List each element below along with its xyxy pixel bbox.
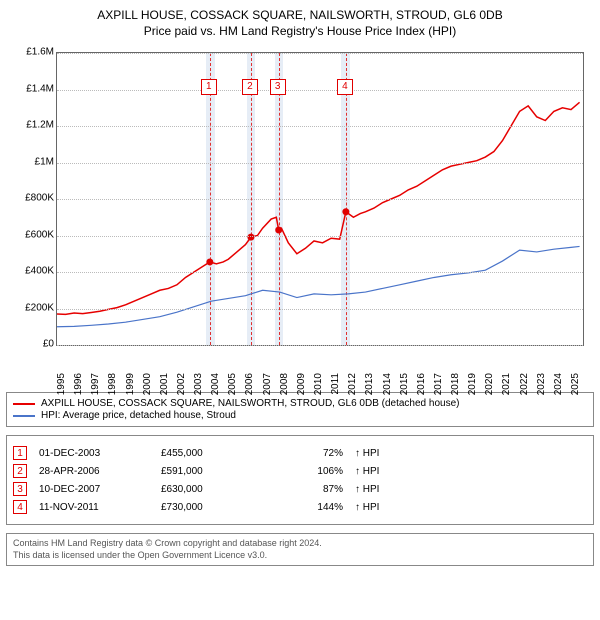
series-line [57, 246, 580, 326]
x-tick-label: 2000 [142, 373, 153, 395]
y-gridline [57, 126, 583, 127]
y-tick-label: £800K [8, 193, 54, 204]
x-tick-label: 2018 [450, 373, 461, 395]
legend-label: HPI: Average price, detached house, Stro… [41, 410, 236, 421]
event-number-box: 2 [13, 464, 27, 478]
x-tick-label: 2014 [382, 373, 393, 395]
x-tick-label: 2021 [501, 373, 512, 395]
y-gridline [57, 345, 583, 346]
legend-swatch-red [13, 403, 35, 405]
y-gridline [57, 199, 583, 200]
y-gridline [57, 53, 583, 54]
x-tick-label: 1997 [90, 373, 101, 395]
y-tick-label: £1.4M [8, 83, 54, 94]
event-date: 01-DEC-2003 [39, 448, 149, 459]
y-tick-label: £0 [8, 339, 54, 350]
event-number-box: 4 [13, 500, 27, 514]
x-tick-label: 2015 [399, 373, 410, 395]
x-tick-label: 2024 [553, 373, 564, 395]
events-box: 1 01-DEC-2003 £455,000 72% ↑ HPI 2 28-APR-2006… [6, 435, 594, 525]
sale-dot [342, 208, 349, 215]
event-row: 2 28-APR-2006 £591,000 106% ↑ HPI [13, 464, 587, 478]
footer-text: Contains HM Land Registry data © Crown c… [13, 538, 587, 550]
x-tick-label: 2003 [193, 373, 204, 395]
x-tick-label: 2017 [433, 373, 444, 395]
legend-row: AXPILL HOUSE, COSSACK SQUARE, NAILSWORTH… [13, 398, 587, 409]
x-tick-label: 2007 [262, 373, 273, 395]
x-tick-label: 2025 [570, 373, 581, 395]
hpi-suffix: ↑ HPI [355, 502, 379, 513]
x-tick-label: 1995 [56, 373, 67, 395]
y-tick-label: £1M [8, 156, 54, 167]
sale-marker-box: 4 [337, 79, 353, 95]
event-number-box: 1 [13, 446, 27, 460]
x-tick-label: 2022 [519, 373, 530, 395]
x-tick-label: 2004 [210, 373, 221, 395]
x-tick-label: 2009 [296, 373, 307, 395]
y-tick-label: £200K [8, 302, 54, 313]
event-percent: 144% [273, 502, 343, 513]
event-row: 4 11-NOV-2011 £730,000 144% ↑ HPI [13, 500, 587, 514]
hpi-suffix: ↑ HPI [355, 448, 379, 459]
event-row: 3 10-DEC-2007 £630,000 87% ↑ HPI [13, 482, 587, 496]
y-tick-label: £400K [8, 266, 54, 277]
y-gridline [57, 163, 583, 164]
chart-title: AXPILL HOUSE, COSSACK SQUARE, NAILSWORTH… [6, 8, 594, 22]
x-tick-label: 2006 [244, 373, 255, 395]
x-tick-label: 2001 [159, 373, 170, 395]
footer-box: Contains HM Land Registry data © Crown c… [6, 533, 594, 566]
event-percent: 87% [273, 484, 343, 495]
x-tick-label: 1996 [73, 373, 84, 395]
y-tick-label: £1.2M [8, 120, 54, 131]
x-tick-label: 2016 [416, 373, 427, 395]
y-tick-label: £600K [8, 229, 54, 240]
hpi-suffix: ↑ HPI [355, 484, 379, 495]
y-gridline [57, 272, 583, 273]
y-gridline [57, 236, 583, 237]
y-gridline [57, 90, 583, 91]
x-tick-label: 2011 [330, 373, 341, 395]
event-price: £591,000 [161, 466, 261, 477]
chart-subtitle: Price paid vs. HM Land Registry's House … [6, 24, 594, 38]
event-price: £455,000 [161, 448, 261, 459]
event-number-box: 3 [13, 482, 27, 496]
event-date: 10-DEC-2007 [39, 484, 149, 495]
legend-box: AXPILL HOUSE, COSSACK SQUARE, NAILSWORTH… [6, 392, 594, 427]
sale-marker-box: 2 [242, 79, 258, 95]
y-tick-label: £1.6M [8, 47, 54, 58]
sale-marker-box: 1 [201, 79, 217, 95]
x-tick-label: 1998 [107, 373, 118, 395]
x-tick-label: 2020 [484, 373, 495, 395]
x-tick-label: 2005 [227, 373, 238, 395]
event-date: 28-APR-2006 [39, 466, 149, 477]
x-tick-label: 1999 [125, 373, 136, 395]
hpi-suffix: ↑ HPI [355, 466, 379, 477]
series-line [57, 102, 580, 314]
chart-container: £0 £200K £400K £600K £800K £1M £1.2M £1.4M £1.6M… [6, 44, 594, 384]
event-percent: 72% [273, 448, 343, 459]
event-price: £630,000 [161, 484, 261, 495]
event-percent: 106% [273, 466, 343, 477]
event-row: 1 01-DEC-2003 £455,000 72% ↑ HPI [13, 446, 587, 460]
sale-dot [206, 258, 213, 265]
x-tick-label: 2013 [364, 373, 375, 395]
plot-area [56, 52, 584, 346]
x-tick-label: 2002 [176, 373, 187, 395]
x-tick-label: 2019 [467, 373, 478, 395]
x-tick-label: 2012 [347, 373, 358, 395]
sale-dot [275, 227, 282, 234]
sale-marker-box: 3 [270, 79, 286, 95]
x-tick-label: 2023 [536, 373, 547, 395]
footer-text: This data is licensed under the Open Gov… [13, 550, 587, 562]
legend-row: HPI: Average price, detached house, Stro… [13, 410, 587, 421]
x-tick-label: 2008 [279, 373, 290, 395]
event-price: £730,000 [161, 502, 261, 513]
legend-swatch-blue [13, 415, 35, 417]
x-tick-label: 2010 [313, 373, 324, 395]
legend-label: AXPILL HOUSE, COSSACK SQUARE, NAILSWORTH… [41, 398, 459, 409]
y-gridline [57, 309, 583, 310]
event-date: 11-NOV-2011 [39, 502, 149, 513]
